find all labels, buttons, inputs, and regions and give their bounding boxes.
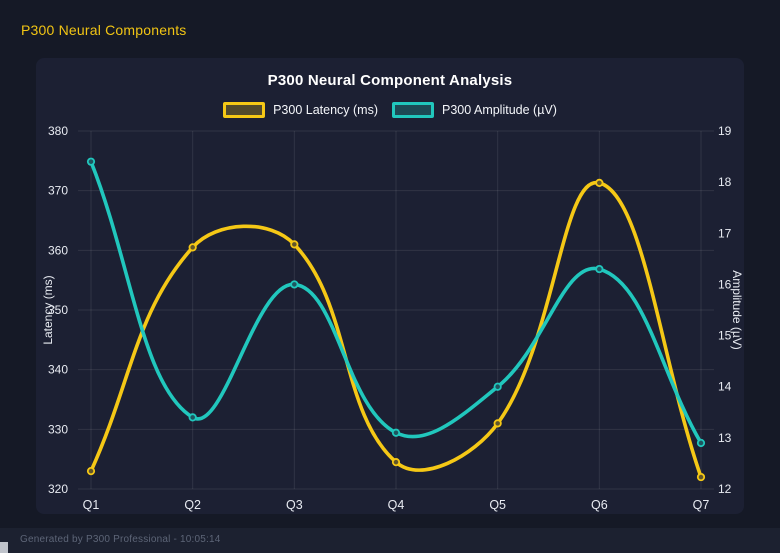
latency-data-point-marker[interactable] [188, 243, 197, 252]
left-axis-tick-label: 350 [48, 303, 68, 317]
x-axis-tick-label: Q5 [489, 498, 506, 512]
amplitude-data-point-marker[interactable] [493, 382, 502, 391]
amplitude-data-point-marker[interactable] [188, 413, 197, 422]
amplitude-data-point-marker[interactable] [595, 264, 604, 274]
legend-label-amplitude: P300 Amplitude (µV) [442, 103, 557, 117]
right-axis-tick-label: 16 [718, 277, 732, 291]
right-axis-tick-label: 12 [718, 482, 732, 496]
latency-data-point-marker[interactable] [391, 458, 401, 467]
legend-label-latency: P300 Latency (ms) [273, 103, 378, 117]
right-axis-tick-label: 18 [718, 175, 732, 189]
latency-data-point-marker[interactable] [86, 466, 96, 476]
amplitude-swatch-icon [392, 102, 434, 118]
footer-generated-text: Generated by P300 Professional - 10:05:1… [20, 534, 221, 545]
left-axis-tick-label: 340 [48, 363, 68, 377]
page-header: P300 Neural Components [0, 0, 780, 48]
right-axis-tick-label: 15 [718, 329, 732, 343]
amplitude-data-point-marker[interactable] [391, 428, 401, 437]
scrollbar-corner [0, 542, 8, 553]
latency-data-point-marker[interactable] [290, 240, 299, 249]
x-axis-tick-label: Q2 [184, 498, 201, 512]
latency-swatch-icon [223, 102, 266, 118]
left-axis-title: Latency (ms) [41, 275, 55, 344]
left-axis-tick-label: 360 [48, 243, 68, 257]
amplitude-data-point-marker[interactable] [86, 157, 96, 166]
amplitude-data-point-marker[interactable] [696, 438, 706, 448]
right-axis-tick-label: 19 [718, 124, 732, 138]
left-axis-tick-label: 380 [48, 124, 68, 138]
x-axis-tick-label: Q7 [693, 498, 710, 512]
chart-title: P300 Neural Component Analysis [267, 72, 513, 89]
latency-data-point-marker[interactable] [493, 419, 502, 428]
left-axis-tick-label: 370 [48, 184, 68, 198]
left-axis-tick-label: 320 [48, 482, 68, 496]
latency-data-point-marker[interactable] [696, 472, 706, 482]
chart-plot-area: 320 330 340 350 360 370 380 12 13 14 15 16 17 18 19 Q1 Q… [41, 124, 744, 512]
footer-bar: Generated by P300 Professional - 10:05:1… [0, 528, 780, 553]
left-axis-tick-label: 330 [48, 422, 68, 436]
chart-card: P300 Neural Component Analysis P300 Late… [36, 58, 744, 514]
x-axis-tick-label: Q1 [83, 498, 100, 512]
page-title: P300 Neural Components [21, 22, 187, 38]
chart-legend: P300 Latency (ms) P300 Amplitude (µV) [36, 102, 744, 118]
legend-item-latency[interactable]: P300 Latency (ms) [223, 102, 378, 118]
right-axis-title: Amplitude (µV) [730, 270, 744, 350]
right-axis-tick-label: 13 [718, 431, 732, 445]
legend-item-amplitude[interactable]: P300 Amplitude (µV) [392, 102, 557, 118]
x-axis-tick-label: Q3 [286, 498, 303, 512]
right-axis-tick-label: 14 [718, 380, 732, 394]
latency-data-point-marker[interactable] [595, 178, 604, 188]
amplitude-data-point-marker[interactable] [290, 280, 299, 289]
x-axis-tick-label: Q6 [591, 498, 608, 512]
x-axis-tick-label: Q4 [388, 498, 405, 512]
right-axis-tick-label: 17 [718, 226, 732, 240]
